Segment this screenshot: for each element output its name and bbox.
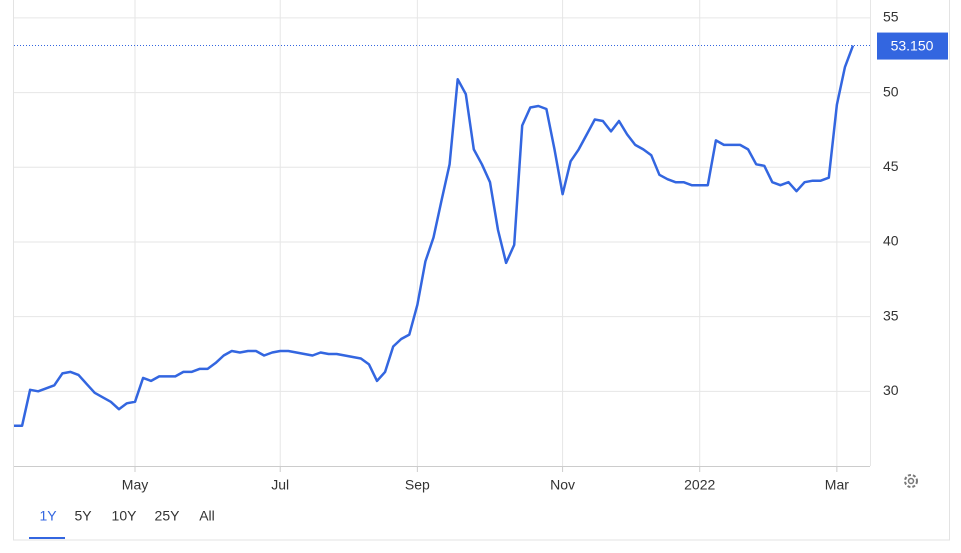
y-tick-label: 55 bbox=[883, 9, 899, 25]
x-tick-label: Mar bbox=[825, 477, 849, 493]
range-button[interactable]: 10Y bbox=[112, 508, 138, 524]
range-button[interactable]: All bbox=[199, 508, 215, 524]
settings-icon[interactable] bbox=[904, 474, 918, 488]
series-line bbox=[14, 45, 855, 427]
range-button[interactable]: 5Y bbox=[74, 508, 92, 524]
x-tick-label: Jul bbox=[271, 477, 289, 493]
range-button[interactable]: 25Y bbox=[155, 508, 181, 524]
x-tick-label: Sep bbox=[405, 477, 430, 493]
y-tick-label: 30 bbox=[883, 382, 899, 398]
y-tick-label: 45 bbox=[883, 158, 899, 174]
last-value-label: 53.150 bbox=[891, 37, 934, 53]
x-tick-label: 2022 bbox=[684, 477, 715, 493]
y-tick-label: 50 bbox=[883, 83, 899, 99]
last-value-box bbox=[877, 32, 948, 60]
x-tick-label: Nov bbox=[550, 477, 575, 493]
range-button[interactable]: 1Y bbox=[39, 508, 57, 524]
x-tick-label: May bbox=[122, 477, 148, 493]
y-tick-label: 40 bbox=[883, 233, 899, 249]
frame bbox=[13, 0, 950, 541]
gear-inner bbox=[907, 477, 915, 485]
y-tick-label: 35 bbox=[883, 307, 899, 323]
gear-outer bbox=[904, 474, 918, 488]
